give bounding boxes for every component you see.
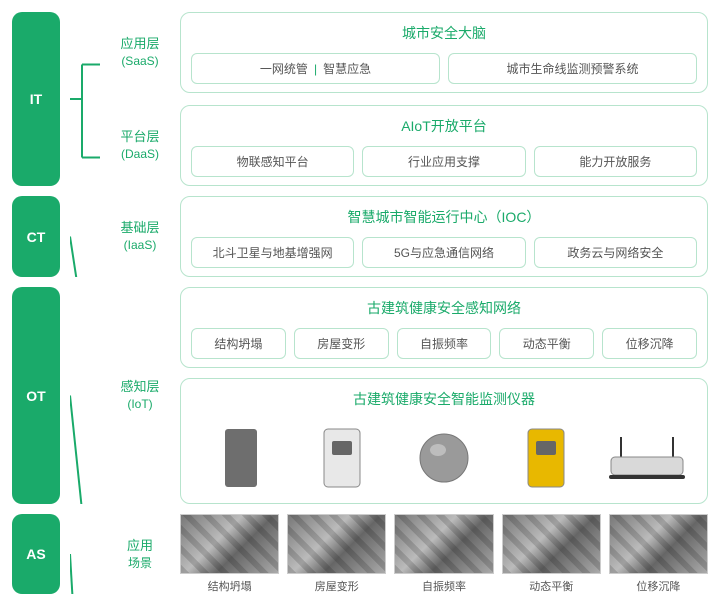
layer-title: AIoT开放平台 <box>191 114 697 138</box>
chip-row: 一网统管 | 智慧应急 城市生命线监测预警系统 <box>191 53 697 84</box>
layer-label: 感知层(IoT) <box>110 287 170 504</box>
scene-image <box>287 514 386 574</box>
scene-caption: 动态平衡 <box>529 578 573 594</box>
chip: 政务云与网络安全 <box>534 237 697 268</box>
scene-caption: 结构坍塌 <box>208 578 252 594</box>
layer-card: AIoT开放平台物联感知平台行业应用支撑能力开放服务 <box>180 105 708 186</box>
chip-row: 物联感知平台行业应用支撑能力开放服务 <box>191 146 697 177</box>
band-pill: IT <box>12 12 60 186</box>
layer-row: 平台层(DaaS)AIoT开放平台物联感知平台行业应用支撑能力开放服务 <box>110 105 708 186</box>
scene-thumb: 房屋变形 <box>287 514 386 594</box>
layers-col: 应用场景结构坍塌 房屋变形 自振频率 动态平衡 位移沉降 <box>110 514 708 594</box>
chip: 动态平衡 <box>499 328 594 359</box>
layer-name: 应用 <box>127 537 153 555</box>
chip: 自振频率 <box>397 328 492 359</box>
section-title: 古建筑健康安全感知网络 <box>191 296 697 320</box>
scene-image <box>394 514 493 574</box>
band-AS: AS 应用场景结构坍塌 房屋变形 自振频率 动态平衡 位移沉降 <box>12 514 708 594</box>
scene-caption: 房屋变形 <box>315 578 359 594</box>
chip-left: 一网统管 <box>260 60 308 77</box>
layers-col: 基础层(IaaS) 智慧城市智能运行中心（IOC） 北斗卫星与地基增强网 5G与应急通… <box>110 196 708 277</box>
layer-card: 城市安全大脑一网统管 | 智慧应急 城市生命线监测预警系统 <box>180 12 708 93</box>
layers-col: 应用层(SaaS)城市安全大脑一网统管|智慧应急城市生命线监测预警系统平台层(D… <box>110 12 708 186</box>
connector <box>70 287 100 504</box>
layer-row: 基础层(IaaS) 智慧城市智能运行中心（IOC） 北斗卫星与地基增强网 5G与应急通… <box>110 196 708 277</box>
layer-card: 智慧城市智能运行中心（IOC） 北斗卫星与地基增强网 5G与应急通信网络政务云与网络… <box>180 196 708 277</box>
band-IT: IT应用层(SaaS)城市安全大脑一网统管|智慧应急城市生命线监测预警系统平台层… <box>12 12 708 186</box>
router-white-icon <box>607 423 687 493</box>
sensor-panel-white-icon <box>302 423 382 493</box>
device-row <box>191 419 697 495</box>
layer-sub: (SaaS) <box>121 53 158 70</box>
scene-caption: 自振频率 <box>422 578 466 594</box>
scene-image <box>180 514 279 574</box>
layer-name: 基础层 <box>120 219 159 237</box>
chip: 能力开放服务 <box>534 146 697 177</box>
layer-title: 智慧城市智能运行中心（IOC） <box>191 205 697 229</box>
section-card: 古建筑健康安全智能监测仪器 <box>180 378 708 504</box>
layer-label: 应用场景 <box>110 514 170 594</box>
connector <box>70 196 100 277</box>
layer-row: 应用场景结构坍塌 房屋变形 自振频率 动态平衡 位移沉降 <box>110 514 708 594</box>
scene-image <box>609 514 708 574</box>
layer-name: 平台层 <box>120 128 159 146</box>
sections-col: 古建筑健康安全感知网络结构坍塌房屋变形自振频率动态平衡位移沉降古建筑健康安全智能… <box>180 287 708 504</box>
layer-label: 基础层(IaaS) <box>110 196 170 277</box>
band-pill: AS <box>12 514 60 594</box>
scene-thumb: 自振频率 <box>394 514 493 594</box>
divider-icon: | <box>314 62 317 76</box>
scene-thumb: 结构坍塌 <box>180 514 279 594</box>
chip-row: 北斗卫星与地基增强网 5G与应急通信网络政务云与网络安全 <box>191 237 697 268</box>
chip: 房屋变形 <box>294 328 389 359</box>
chip: 行业应用支撑 <box>362 146 525 177</box>
layer-sub: (IaaS) <box>124 237 157 254</box>
layer-label: 平台层(DaaS) <box>110 105 170 186</box>
connector <box>70 514 100 594</box>
band-OT: OT感知层(IoT)古建筑健康安全感知网络结构坍塌房屋变形自振频率动态平衡位移沉… <box>12 287 708 504</box>
connector <box>70 12 100 186</box>
layer-name: 应用层 <box>120 35 159 53</box>
thumb-row: 结构坍塌 房屋变形 自振频率 动态平衡 位移沉降 <box>180 514 708 594</box>
chip: 物联感知平台 <box>191 146 354 177</box>
band-pill: CT <box>12 196 60 277</box>
layer-row: 应用层(SaaS) 城市安全大脑一网统管 | 智慧应急 城市生命线监测预警系统 <box>110 12 708 93</box>
chip: 城市生命线监测预警系统 <box>448 53 697 84</box>
layer-sub: (IoT) <box>127 396 152 413</box>
scene-thumb: 位移沉降 <box>609 514 708 594</box>
layers-col: 感知层(IoT)古建筑健康安全感知网络结构坍塌房屋变形自振频率动态平衡位移沉降古… <box>110 287 708 504</box>
architecture-diagram: IT应用层(SaaS)城市安全大脑一网统管|智慧应急城市生命线监测预警系统平台层… <box>12 12 708 594</box>
layer-label: 应用层(SaaS) <box>110 12 170 93</box>
layer-row: 感知层(IoT)古建筑健康安全感知网络结构坍塌房屋变形自振频率动态平衡位移沉降古… <box>110 287 708 504</box>
layer-sub: 场景 <box>128 555 152 572</box>
scene-thumb: 动态平衡 <box>502 514 601 594</box>
chip: 位移沉降 <box>602 328 697 359</box>
chip: 5G与应急通信网络 <box>362 237 525 268</box>
band-CT: CT 基础层(IaaS) 智慧城市智能运行中心（IOC） 北斗卫星与地基增强网 5G与应… <box>12 196 708 277</box>
chip: 北斗卫星与地基增强网 <box>191 237 354 268</box>
section-title: 古建筑健康安全智能监测仪器 <box>191 387 697 411</box>
chip: 一网统管 | 智慧应急 <box>191 53 440 84</box>
band-pill: OT <box>12 287 60 504</box>
layer-name: 感知层 <box>120 378 159 396</box>
sensor-dome-gray-icon <box>404 423 484 493</box>
scene-image <box>502 514 601 574</box>
layer-sub: (DaaS) <box>121 146 159 163</box>
scene-caption: 位移沉降 <box>636 578 680 594</box>
sensor-box-gray-icon <box>201 423 281 493</box>
chip-row: 结构坍塌房屋变形自振频率动态平衡位移沉降 <box>191 328 697 359</box>
layer-title: 城市安全大脑 <box>191 21 697 45</box>
chip: 结构坍塌 <box>191 328 286 359</box>
thumbs-wrap: 结构坍塌 房屋变形 自振频率 动态平衡 位移沉降 <box>180 514 708 594</box>
section-card: 古建筑健康安全感知网络结构坍塌房屋变形自振频率动态平衡位移沉降 <box>180 287 708 368</box>
sensor-panel-yellow-icon <box>506 423 586 493</box>
chip-right: 智慧应急 <box>323 60 371 77</box>
